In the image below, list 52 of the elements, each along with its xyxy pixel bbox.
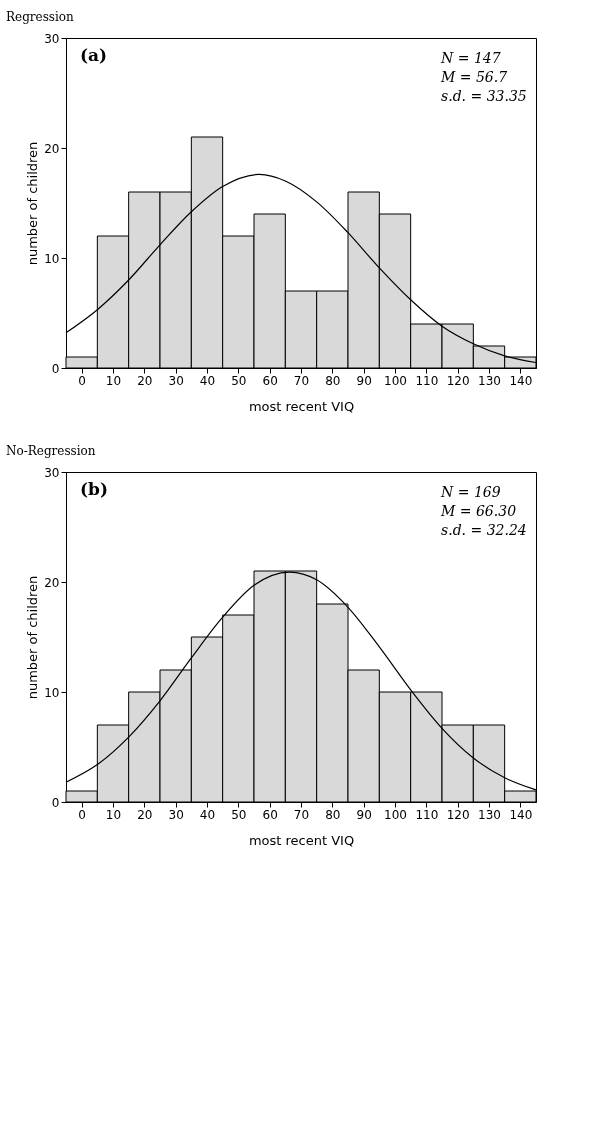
x-tick-label: 50: [231, 807, 247, 822]
x-axis-title: most recent VIQ: [248, 398, 355, 414]
y-tick-label: 0: [51, 795, 60, 810]
y-tick-label: 0: [51, 361, 60, 376]
x-tick-label: 10: [105, 807, 122, 822]
annotation: N = 169: [440, 484, 501, 500]
y-tick-label: 10: [44, 251, 60, 266]
chart-title: Regression: [6, 10, 75, 24]
x-tick-label: 70: [293, 807, 310, 822]
x-tick-label: 140: [509, 807, 533, 822]
x-tick-label: 130: [478, 807, 501, 822]
x-tick-label: 110: [415, 807, 439, 822]
x-tick-label: 60: [262, 807, 278, 822]
y-tick-label: 30: [44, 465, 60, 480]
x-tick-label: 20: [137, 807, 153, 822]
annotation: (a): [80, 45, 108, 65]
x-tick-label: 40: [199, 807, 216, 822]
x-tick-label: 120: [446, 807, 470, 822]
x-tick-label: 70: [293, 373, 310, 388]
annotation: M = 56.7: [440, 69, 508, 85]
x-tick-label: 10: [105, 373, 122, 388]
x-tick-label: 0: [78, 807, 86, 822]
x-tick-label: 80: [325, 807, 341, 822]
annotation: M = 66.30: [440, 503, 517, 519]
x-tick-label: 20: [137, 373, 153, 388]
x-tick-label: 60: [262, 373, 278, 388]
x-tick-label: 90: [356, 373, 372, 388]
y-axis-title: number of children: [25, 575, 41, 700]
y-tick-label: 30: [44, 31, 60, 46]
x-tick-label: 120: [446, 373, 470, 388]
annotation: s.d. = 33.35: [441, 88, 527, 104]
x-tick-label: 0: [78, 373, 86, 388]
x-tick-label: 40: [199, 373, 216, 388]
y-axis-title: number of children: [25, 141, 41, 266]
y-tick-label: 20: [44, 575, 60, 590]
annotation: N = 147: [440, 50, 501, 66]
chart-title: No-Regression: [6, 444, 96, 458]
y-tick-label: 20: [44, 141, 60, 156]
x-axis-title: most recent VIQ: [248, 832, 355, 848]
x-tick-label: 110: [415, 373, 439, 388]
x-tick-label: 50: [231, 373, 247, 388]
x-tick-label: 100: [384, 807, 407, 822]
x-tick-label: 130: [478, 373, 501, 388]
x-tick-label: 140: [509, 373, 533, 388]
y-tick-label: 10: [44, 685, 60, 700]
x-tick-label: 30: [168, 373, 184, 388]
x-tick-label: 30: [168, 807, 184, 822]
annotation: (b): [80, 479, 108, 499]
annotation: s.d. = 32.24: [441, 522, 527, 538]
x-tick-label: 90: [356, 807, 372, 822]
x-tick-label: 80: [325, 373, 341, 388]
x-tick-label: 100: [384, 373, 407, 388]
